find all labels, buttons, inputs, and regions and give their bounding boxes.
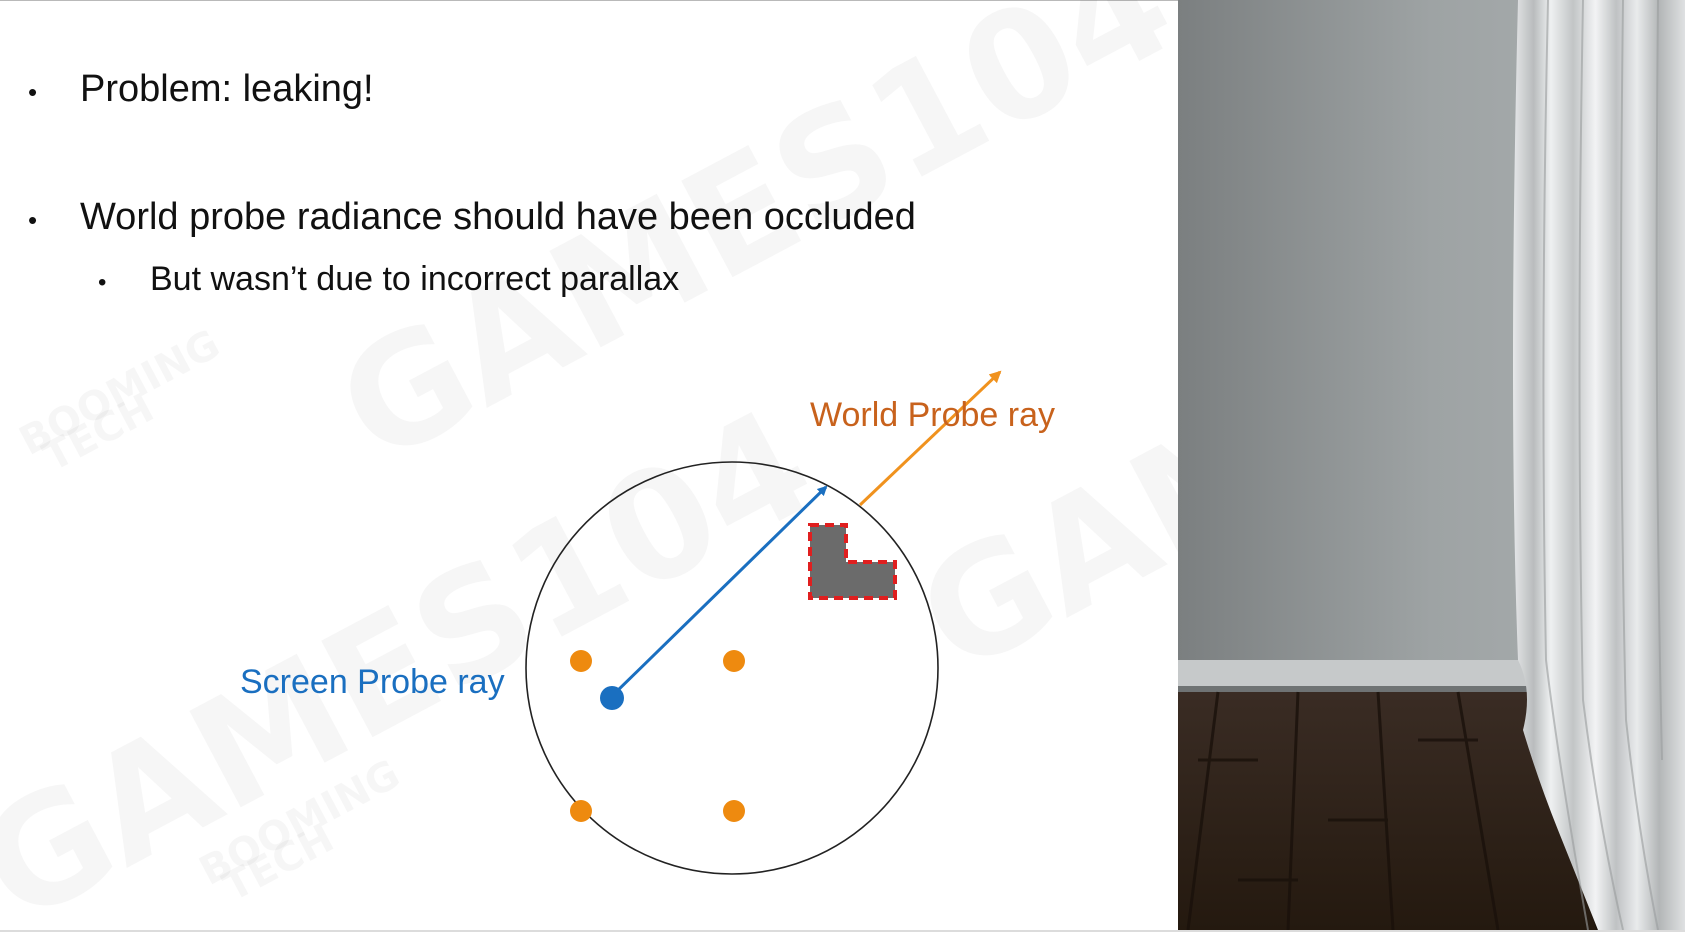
bullet-text: Problem: leaking!: [80, 68, 374, 110]
bullet-problem: • Problem: leaking!: [28, 68, 374, 111]
baseboard-shadow: [1178, 686, 1685, 692]
curtain-folds: [1542, 0, 1663, 930]
bullet-world-probe: • World probe radiance should have been …: [28, 196, 916, 239]
bullet-text: But wasn’t due to incorrect parallax: [150, 260, 680, 298]
screen-probe-dot: [600, 686, 624, 710]
world-probe-dot: [570, 800, 592, 822]
bottom-rule: [0, 930, 1685, 932]
bullet-dot: •: [98, 269, 107, 296]
occluder: [810, 525, 846, 598]
world-probe-ray-label: World Probe ray: [810, 396, 1055, 434]
bullet-parallax: • But wasn’t due to incorrect parallax: [98, 260, 679, 299]
world-probe-dot: [723, 650, 745, 672]
room-photo: [1178, 0, 1685, 930]
screen-probe-ray-label: Screen Probe ray: [240, 663, 505, 701]
world-probe-dot: [570, 650, 592, 672]
world-probe-dot: [723, 800, 745, 822]
world-probe-ray-arrow: [858, 370, 1002, 507]
bullet-text: World probe radiance should have been oc…: [80, 196, 916, 238]
bullet-dot: •: [28, 205, 38, 235]
probe-diagram: World Probe ray Screen Probe ray: [240, 370, 1055, 875]
screen-probe-ray-arrow: [610, 485, 828, 698]
probe-sphere: [525, 461, 939, 875]
occluder-outline: [808, 523, 897, 600]
top-rule: [0, 0, 1180, 1]
curtain: [1513, 0, 1685, 930]
occluder: [846, 562, 895, 598]
bullet-dot: •: [28, 77, 38, 107]
